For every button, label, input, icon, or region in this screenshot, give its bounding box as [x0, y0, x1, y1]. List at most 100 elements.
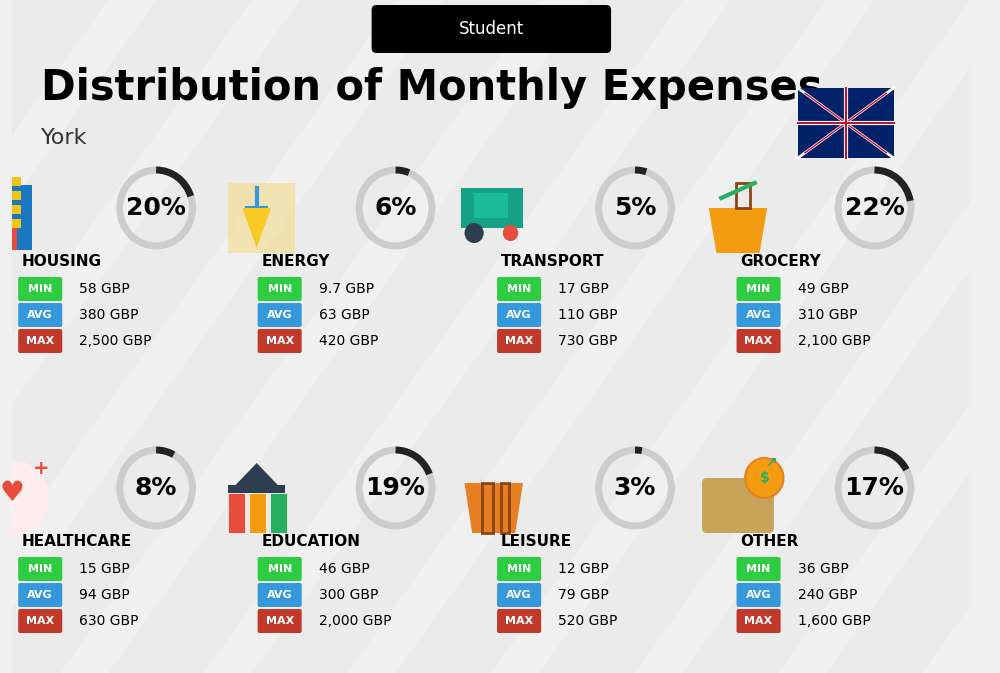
Text: 2,500 GBP: 2,500 GBP	[79, 334, 152, 348]
Bar	[0, 205, 6, 214]
FancyBboxPatch shape	[258, 329, 302, 353]
Polygon shape	[827, 0, 1000, 673]
Text: 520 GBP: 520 GBP	[558, 614, 618, 628]
FancyBboxPatch shape	[737, 329, 781, 353]
Polygon shape	[0, 0, 396, 673]
FancyBboxPatch shape	[497, 557, 541, 581]
Bar	[228, 485, 285, 493]
Text: 110 GBP: 110 GBP	[558, 308, 618, 322]
Text: Distribution of Monthly Expenses: Distribution of Monthly Expenses	[41, 67, 823, 109]
Text: 6%: 6%	[374, 196, 417, 220]
Text: LEISURE: LEISURE	[501, 534, 572, 548]
Text: AVG: AVG	[506, 590, 532, 600]
FancyBboxPatch shape	[497, 583, 541, 607]
Text: 63 GBP: 63 GBP	[319, 308, 370, 322]
FancyBboxPatch shape	[737, 583, 781, 607]
Bar	[0, 219, 6, 228]
Text: 5%: 5%	[614, 196, 656, 220]
Text: EDUCATION: EDUCATION	[261, 534, 360, 548]
FancyBboxPatch shape	[18, 277, 62, 301]
Text: OTHER: OTHER	[740, 534, 799, 548]
Text: 17%: 17%	[845, 476, 904, 500]
FancyBboxPatch shape	[258, 557, 302, 581]
Polygon shape	[709, 208, 767, 253]
Text: MIN: MIN	[746, 284, 771, 294]
Text: MIN: MIN	[28, 284, 52, 294]
FancyBboxPatch shape	[258, 277, 302, 301]
Text: York: York	[41, 128, 88, 148]
FancyBboxPatch shape	[497, 329, 541, 353]
Bar	[228, 493, 245, 533]
Bar	[0, 177, 6, 186]
Text: MIN: MIN	[507, 284, 531, 294]
Bar	[736, 183, 750, 208]
Circle shape	[745, 458, 783, 498]
FancyBboxPatch shape	[737, 277, 781, 301]
Circle shape	[503, 225, 518, 241]
FancyBboxPatch shape	[737, 609, 781, 633]
Text: MAX: MAX	[744, 616, 773, 626]
Text: GROCERY: GROCERY	[740, 254, 821, 269]
FancyBboxPatch shape	[372, 5, 611, 53]
FancyBboxPatch shape	[18, 303, 62, 327]
FancyBboxPatch shape	[702, 478, 774, 533]
Text: MAX: MAX	[744, 336, 773, 346]
FancyBboxPatch shape	[258, 583, 302, 607]
Bar	[228, 183, 295, 253]
Circle shape	[0, 460, 49, 536]
Text: 2,000 GBP: 2,000 GBP	[319, 614, 391, 628]
Text: 380 GBP: 380 GBP	[79, 308, 139, 322]
FancyBboxPatch shape	[18, 329, 62, 353]
FancyBboxPatch shape	[497, 609, 541, 633]
Text: 8%: 8%	[135, 476, 177, 500]
Text: AVG: AVG	[506, 310, 532, 320]
Bar	[461, 188, 523, 228]
Polygon shape	[252, 0, 827, 673]
FancyBboxPatch shape	[258, 609, 302, 633]
Text: MIN: MIN	[268, 284, 292, 294]
Text: MAX: MAX	[266, 616, 294, 626]
Text: MIN: MIN	[28, 564, 52, 574]
Text: MAX: MAX	[26, 336, 54, 346]
Text: MIN: MIN	[268, 564, 292, 574]
Text: Student: Student	[459, 20, 524, 38]
Text: 20%: 20%	[126, 196, 186, 220]
Text: MIN: MIN	[507, 564, 531, 574]
Text: MAX: MAX	[266, 336, 294, 346]
Bar	[501, 483, 509, 533]
Bar	[11, 191, 21, 200]
Bar	[249, 493, 266, 533]
Text: 46 GBP: 46 GBP	[319, 562, 370, 576]
Text: MAX: MAX	[26, 616, 54, 626]
Polygon shape	[970, 0, 1000, 673]
Polygon shape	[233, 463, 281, 488]
Text: 17 GBP: 17 GBP	[558, 282, 609, 296]
Bar	[474, 193, 508, 218]
Text: ♥: ♥	[0, 479, 25, 507]
Polygon shape	[0, 0, 252, 673]
Polygon shape	[0, 0, 539, 673]
Text: 1,600 GBP: 1,600 GBP	[798, 614, 871, 628]
Circle shape	[465, 223, 484, 243]
Text: TRANSPORT: TRANSPORT	[501, 254, 604, 269]
Polygon shape	[242, 208, 271, 248]
FancyBboxPatch shape	[18, 557, 62, 581]
Bar	[0, 185, 32, 250]
Text: 12 GBP: 12 GBP	[558, 562, 609, 576]
Bar	[11, 177, 21, 186]
Polygon shape	[465, 483, 523, 533]
Bar	[0, 220, 17, 250]
Text: ENERGY: ENERGY	[261, 254, 330, 269]
FancyBboxPatch shape	[497, 277, 541, 301]
Text: AVG: AVG	[267, 590, 292, 600]
Text: 9.7 GBP: 9.7 GBP	[319, 282, 374, 296]
Polygon shape	[108, 0, 683, 673]
Text: 36 GBP: 36 GBP	[798, 562, 849, 576]
Bar	[11, 205, 21, 214]
Text: 420 GBP: 420 GBP	[319, 334, 378, 348]
Polygon shape	[396, 0, 970, 673]
Text: $: $	[759, 471, 769, 485]
FancyBboxPatch shape	[18, 609, 62, 633]
FancyBboxPatch shape	[258, 303, 302, 327]
Text: 49 GBP: 49 GBP	[798, 282, 849, 296]
